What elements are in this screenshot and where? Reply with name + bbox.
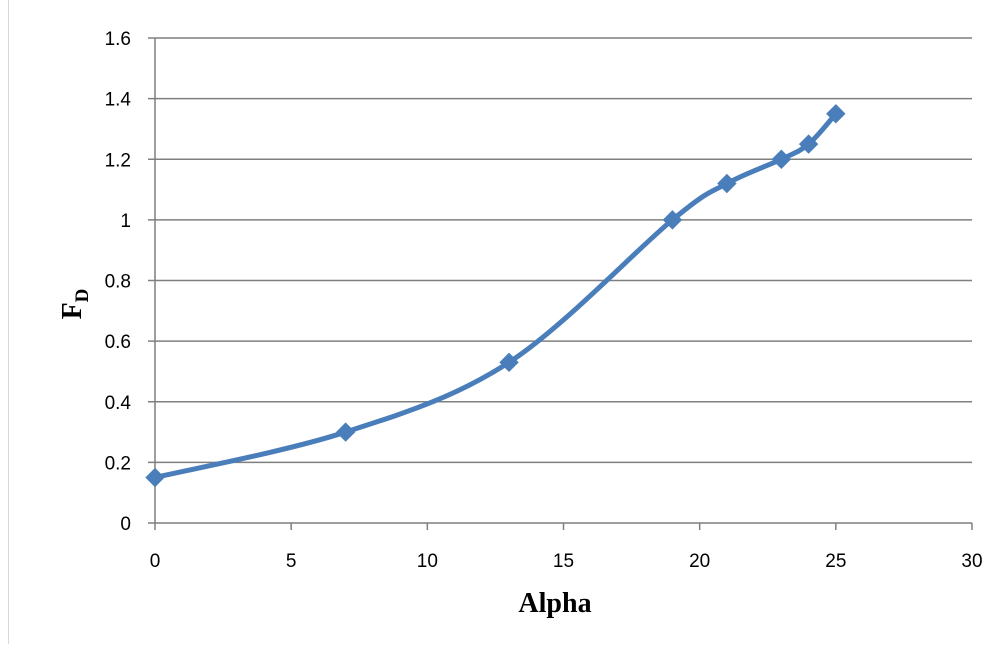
x-tick-label: 5 (286, 551, 297, 572)
x-tick-label: 20 (689, 551, 710, 572)
data-point-marker (798, 134, 819, 154)
chart-area: 0 0.2 0.4 0.6 0.8 1 1.2 1.4 1.6 0 5 10 15 20 25 30 Alph… (8, 0, 991, 644)
y-tick-label: 1.4 (105, 90, 132, 111)
x-tick-label: 0 (150, 551, 161, 572)
x-tick-label: 15 (553, 551, 574, 572)
y-tick-label: 0 (120, 514, 131, 535)
y-tick-label: 1 (120, 211, 131, 232)
x-tick-label: 30 (961, 551, 982, 572)
x-axis-title: Alpha (518, 588, 591, 619)
y-tick-label: 1.2 (105, 150, 131, 171)
data-point-marker (771, 149, 792, 169)
gridlines (155, 37, 972, 464)
data-series (145, 104, 846, 488)
data-point-marker (335, 422, 356, 442)
y-tick-label: 0.2 (105, 453, 131, 474)
data-point-marker (499, 352, 519, 373)
axes (148, 37, 973, 530)
y-tick-label: 0.6 (105, 332, 131, 353)
y-tick-label: 0.8 (105, 272, 131, 293)
y-tick-label: 1.6 (105, 29, 131, 50)
tick-labels: 0 0.2 0.4 0.6 0.8 1 1.2 1.4 1.6 0 5 10 15 20 25 30 (105, 29, 983, 572)
y-axis-title-subscript: D (72, 289, 93, 303)
y-tick-label: 0.4 (105, 393, 132, 414)
data-point-marker (717, 173, 737, 194)
data-point-marker (826, 104, 846, 124)
y-axis-title-main: F (57, 302, 88, 319)
line-chart: 0 0.2 0.4 0.6 0.8 1 1.2 1.4 1.6 0 5 10 15 20 25 30 Alph… (57, 29, 983, 619)
x-tick-label: 25 (825, 551, 846, 572)
x-tick-label: 10 (417, 551, 438, 572)
series-line (152, 111, 839, 481)
svg-text:FD: FD (57, 289, 93, 320)
y-axis-title: FD (57, 289, 93, 320)
data-point-marker (662, 210, 683, 230)
data-point-marker (145, 467, 165, 488)
